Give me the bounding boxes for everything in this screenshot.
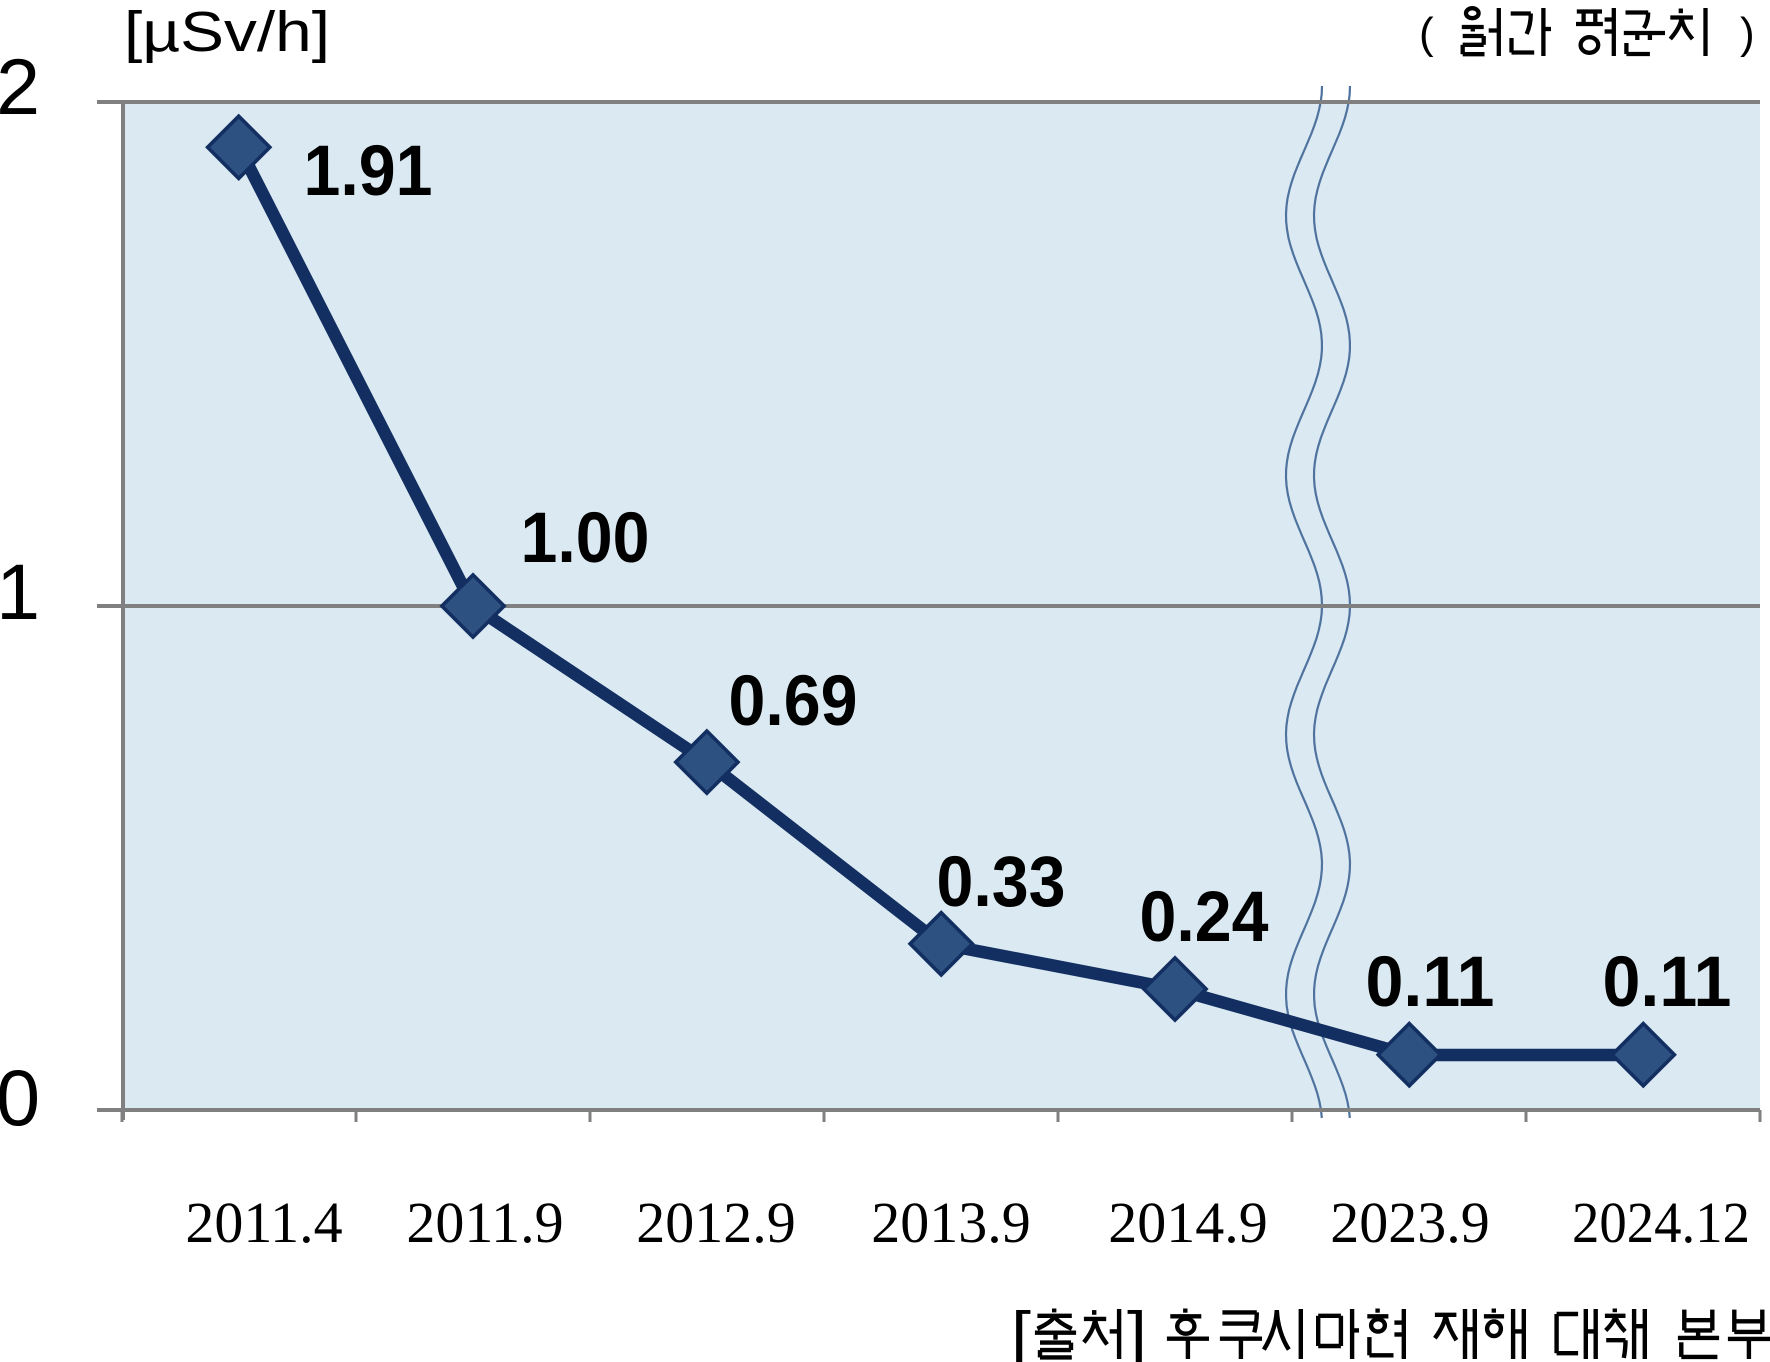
svg-text:1: 1: [0, 547, 40, 636]
svg-text:2014.9: 2014.9: [1108, 1190, 1268, 1255]
svg-text:2: 2: [0, 42, 40, 131]
svg-text:1.91: 1.91: [304, 132, 433, 211]
svg-text:[µSv/h]: [µSv/h]: [124, 0, 330, 64]
svg-text:2012.9: 2012.9: [636, 1190, 796, 1255]
svg-text:]: ]: [1127, 1300, 1147, 1362]
svg-text:0.24: 0.24: [1140, 878, 1269, 957]
svg-text:[: [: [1011, 1300, 1031, 1362]
svg-text:0.69: 0.69: [729, 662, 858, 741]
svg-text:0.11: 0.11: [1366, 943, 1495, 1022]
svg-text:2011.4: 2011.4: [185, 1190, 342, 1255]
svg-text:0: 0: [0, 1053, 40, 1142]
svg-text:(: (: [1419, 9, 1434, 58]
svg-text:0.33: 0.33: [937, 843, 1066, 922]
svg-text:2023.9: 2023.9: [1330, 1190, 1490, 1255]
svg-text:2011.9: 2011.9: [406, 1190, 563, 1255]
svg-text:2013.9: 2013.9: [871, 1190, 1031, 1255]
svg-text:2024.12: 2024.12: [1572, 1190, 1750, 1255]
svg-text:0.11: 0.11: [1603, 943, 1732, 1022]
svg-text:1.00: 1.00: [521, 499, 650, 578]
svg-text:): ): [1740, 9, 1755, 58]
